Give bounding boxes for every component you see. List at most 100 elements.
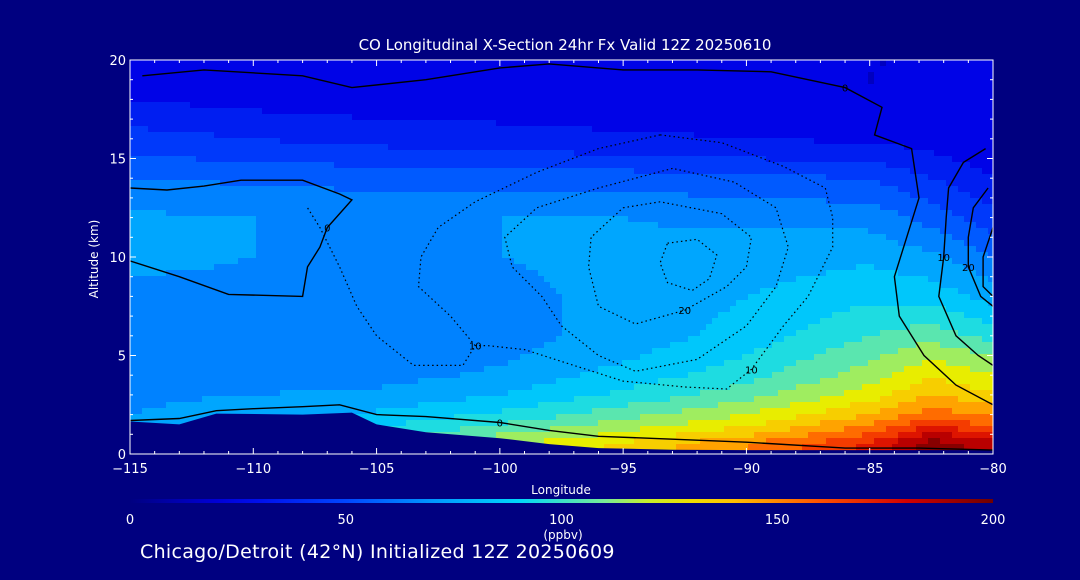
field-cell (286, 90, 293, 97)
field-cell (280, 90, 287, 97)
field-cell (256, 198, 263, 205)
field-cell (514, 168, 521, 175)
field-cell (226, 162, 233, 169)
field-cell (364, 180, 371, 187)
field-cell (484, 120, 491, 127)
field-cell (262, 78, 269, 85)
field-cell (148, 138, 155, 145)
field-cell (160, 120, 167, 127)
field-cell (526, 222, 533, 229)
field-cell (214, 252, 221, 259)
field-cell (136, 264, 143, 271)
field-cell (490, 120, 497, 127)
field-cell (790, 108, 797, 115)
field-cell (310, 204, 317, 211)
field-cell (934, 60, 941, 67)
field-cell (982, 102, 989, 109)
field-cell (508, 66, 515, 73)
field-cell (370, 240, 377, 247)
field-cell (952, 120, 959, 127)
field-cell (724, 138, 731, 145)
field-cell (790, 198, 797, 205)
field-cell (934, 72, 941, 79)
field-cell (556, 78, 563, 85)
field-cell (256, 144, 263, 151)
field-cell (892, 216, 899, 223)
field-cell (574, 216, 581, 223)
field-cell (250, 258, 257, 265)
field-cell (970, 78, 977, 85)
field-cell (652, 96, 659, 103)
field-cell (592, 186, 599, 193)
field-cell (172, 96, 179, 103)
field-cell (622, 192, 629, 199)
field-cell (598, 66, 605, 73)
field-cell (880, 258, 887, 265)
field-cell (298, 210, 305, 217)
field-cell (688, 150, 695, 157)
field-cell (664, 138, 671, 145)
field-cell (472, 144, 479, 151)
field-cell (196, 138, 203, 145)
field-cell (874, 204, 881, 211)
field-cell (868, 174, 875, 181)
field-cell (160, 90, 167, 97)
field-cell (634, 162, 641, 169)
field-cell (652, 204, 659, 211)
field-cell (370, 186, 377, 193)
field-cell (532, 156, 539, 163)
field-cell (652, 78, 659, 85)
field-cell (574, 258, 581, 265)
field-cell (622, 144, 629, 151)
field-cell (304, 234, 311, 241)
field-cell (448, 102, 455, 109)
field-cell (742, 198, 749, 205)
field-cell (628, 72, 635, 79)
field-cell (922, 120, 929, 127)
field-cell (268, 198, 275, 205)
field-cell (772, 228, 779, 235)
field-cell (658, 222, 665, 229)
field-cell (652, 102, 659, 109)
field-cell (328, 252, 335, 259)
field-cell (370, 108, 377, 115)
field-cell (832, 240, 839, 247)
field-cell (544, 264, 551, 271)
field-cell (514, 264, 521, 271)
field-cell (166, 102, 173, 109)
field-cell (634, 108, 641, 115)
field-cell (736, 174, 743, 181)
field-cell (520, 198, 527, 205)
field-cell (562, 126, 569, 133)
field-cell (136, 78, 143, 85)
field-cell (550, 264, 557, 271)
field-cell (238, 150, 245, 157)
field-cell (502, 84, 509, 91)
field-cell (532, 126, 539, 133)
field-cell (688, 228, 695, 235)
field-cell (820, 96, 827, 103)
field-cell (682, 204, 689, 211)
field-cell (574, 78, 581, 85)
field-cell (610, 102, 617, 109)
field-cell (574, 126, 581, 133)
field-cell (982, 108, 989, 115)
field-cell (808, 198, 815, 205)
field-cell (496, 66, 503, 73)
field-cell (742, 252, 749, 259)
field-cell (412, 246, 419, 253)
field-cell (178, 234, 185, 241)
field-cell (964, 60, 971, 67)
field-cell (736, 252, 743, 259)
field-cell (502, 60, 509, 67)
field-cell (622, 264, 629, 271)
field-cell (400, 120, 407, 127)
field-cell (466, 84, 473, 91)
field-cell (172, 162, 179, 169)
field-cell (916, 120, 923, 127)
field-cell (682, 78, 689, 85)
field-cell (832, 84, 839, 91)
field-cell (448, 90, 455, 97)
field-cell (778, 66, 785, 73)
field-cell (208, 108, 215, 115)
